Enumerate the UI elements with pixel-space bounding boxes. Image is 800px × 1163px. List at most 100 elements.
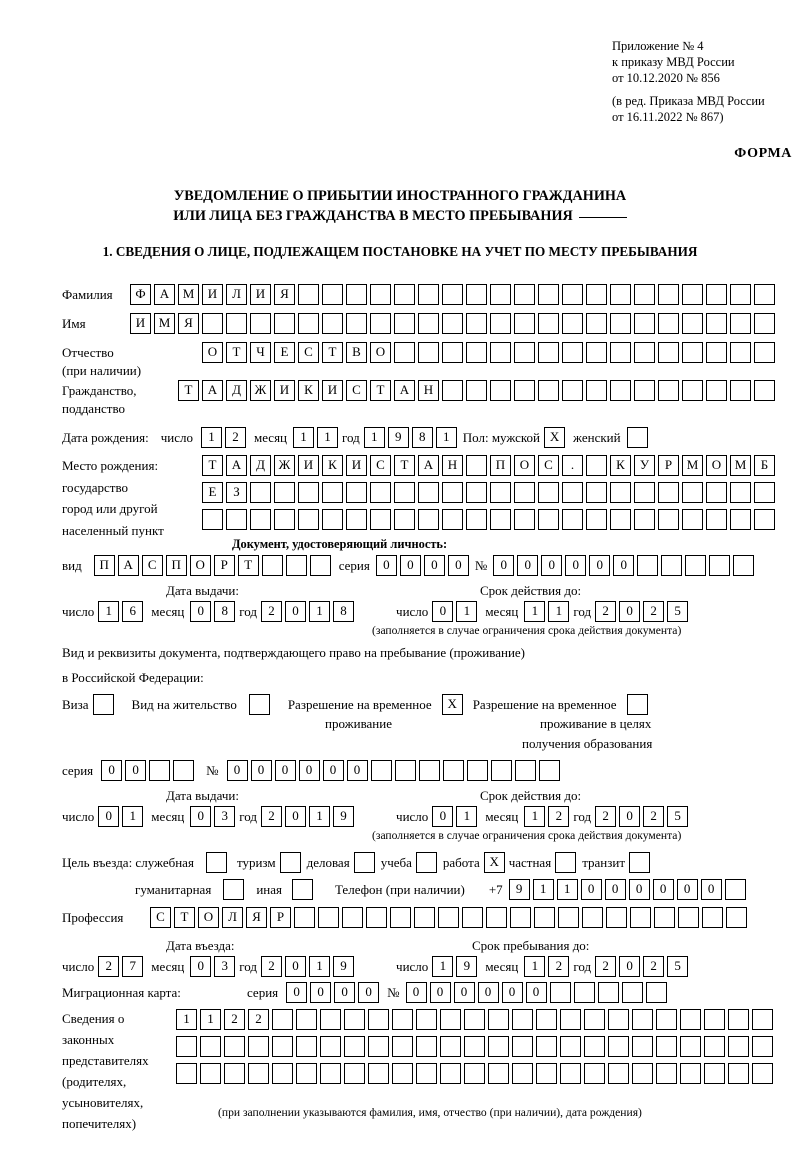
char-cell[interactable]: 0	[285, 956, 307, 977]
char-cell[interactable]	[92, 694, 114, 715]
char-cell[interactable]	[512, 1036, 533, 1057]
char-cell[interactable]: Т	[226, 342, 247, 363]
char-cell[interactable]	[706, 342, 727, 363]
char-cell[interactable]: И	[346, 455, 367, 476]
char-cell[interactable]: 0	[613, 555, 635, 576]
temp-residence-checkbox[interactable]: X	[441, 694, 463, 715]
char-cell[interactable]	[562, 380, 583, 401]
char-cell[interactable]: С	[370, 455, 391, 476]
char-cell[interactable]: 9	[456, 956, 478, 977]
char-cell[interactable]	[584, 1036, 605, 1057]
char-cell[interactable]	[320, 1063, 341, 1084]
char-cell[interactable]: 1	[317, 427, 339, 448]
char-cell[interactable]	[512, 1063, 533, 1084]
char-cell[interactable]: 1	[524, 956, 546, 977]
char-cell[interactable]	[226, 509, 247, 530]
char-cell[interactable]: Д	[226, 380, 247, 401]
char-cell[interactable]	[418, 509, 439, 530]
char-cell[interactable]	[285, 555, 307, 576]
char-cell[interactable]	[597, 982, 619, 1003]
char-cell[interactable]	[261, 555, 283, 576]
char-cell[interactable]: 2	[224, 1009, 245, 1030]
char-cell[interactable]	[370, 313, 391, 334]
char-cell[interactable]	[586, 482, 607, 503]
char-cell[interactable]	[680, 1036, 701, 1057]
char-cell[interactable]	[490, 313, 511, 334]
char-cell[interactable]: 0	[399, 555, 421, 576]
char-cell[interactable]	[586, 342, 607, 363]
char-cell[interactable]	[730, 313, 751, 334]
char-cell[interactable]	[685, 555, 707, 576]
char-cell[interactable]	[248, 1036, 269, 1057]
char-cell[interactable]: Т	[202, 455, 223, 476]
char-cell[interactable]	[632, 1036, 653, 1057]
char-cell[interactable]	[392, 1009, 413, 1030]
char-cell[interactable]	[226, 313, 247, 334]
char-cell[interactable]: М	[154, 313, 175, 334]
char-cell[interactable]	[555, 852, 577, 873]
char-cell[interactable]	[466, 342, 487, 363]
purpose-other-checkbox[interactable]	[291, 879, 313, 900]
char-cell[interactable]: С	[538, 455, 559, 476]
char-cell[interactable]	[606, 907, 627, 928]
char-cell[interactable]	[626, 694, 648, 715]
char-cell[interactable]	[346, 284, 367, 305]
char-cell[interactable]: 1	[363, 427, 385, 448]
char-cell[interactable]: И	[322, 380, 343, 401]
char-cell[interactable]	[462, 907, 483, 928]
char-cell[interactable]	[318, 907, 339, 928]
char-cell[interactable]: 0	[322, 760, 344, 781]
char-cell[interactable]	[416, 1009, 437, 1030]
char-cell[interactable]: 0	[98, 806, 120, 827]
char-cell[interactable]	[538, 313, 559, 334]
char-cell[interactable]: 3	[214, 806, 236, 827]
char-cell[interactable]	[536, 1009, 557, 1030]
char-cell[interactable]	[296, 1036, 317, 1057]
char-cell[interactable]	[490, 284, 511, 305]
char-cell[interactable]	[752, 1036, 773, 1057]
char-cell[interactable]	[586, 380, 607, 401]
char-cell[interactable]	[658, 482, 679, 503]
char-cell[interactable]: X	[544, 427, 566, 448]
char-cell[interactable]	[562, 284, 583, 305]
char-cell[interactable]	[730, 482, 751, 503]
char-cell[interactable]	[634, 380, 655, 401]
char-cell[interactable]	[274, 509, 295, 530]
char-cell[interactable]	[440, 1063, 461, 1084]
char-cell[interactable]	[250, 509, 271, 530]
char-cell[interactable]: 2	[548, 956, 570, 977]
char-cell[interactable]: Т	[370, 380, 391, 401]
char-cell[interactable]	[466, 284, 487, 305]
char-cell[interactable]: 1	[122, 806, 144, 827]
char-cell[interactable]: В	[346, 342, 367, 363]
char-cell[interactable]	[322, 284, 343, 305]
char-cell[interactable]: 0	[286, 982, 308, 1003]
char-cell[interactable]: Л	[222, 907, 243, 928]
char-cell[interactable]	[414, 907, 435, 928]
char-cell[interactable]	[490, 482, 511, 503]
char-cell[interactable]	[440, 1009, 461, 1030]
char-cell[interactable]: 0	[477, 982, 499, 1003]
char-cell[interactable]: 2	[248, 1009, 269, 1030]
char-cell[interactable]: Р	[270, 907, 291, 928]
char-cell[interactable]: 1	[435, 427, 457, 448]
char-cell[interactable]	[514, 380, 535, 401]
char-cell[interactable]	[654, 907, 675, 928]
char-cell[interactable]	[658, 380, 679, 401]
char-cell[interactable]	[279, 852, 301, 873]
char-cell[interactable]	[440, 1036, 461, 1057]
visa-checkbox[interactable]	[92, 694, 114, 715]
char-cell[interactable]: Ж	[274, 455, 295, 476]
legal-rep-row-2-input[interactable]	[176, 1036, 773, 1057]
char-cell[interactable]	[466, 313, 487, 334]
char-cell[interactable]	[394, 284, 415, 305]
char-cell[interactable]: 8	[214, 601, 236, 622]
